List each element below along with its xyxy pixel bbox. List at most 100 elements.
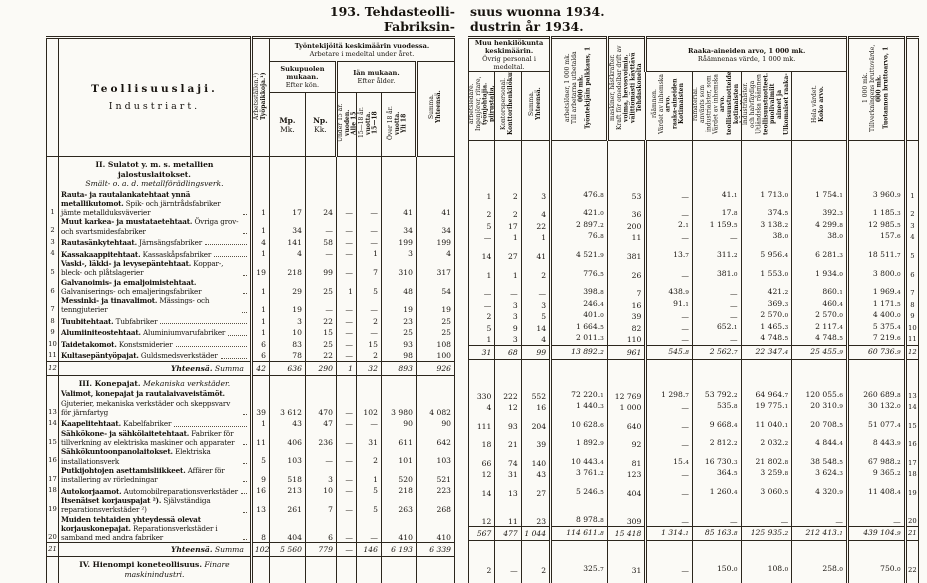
row-label: Rauta- ja rautalankatehtaat ynnä metalli… — [58, 189, 252, 218]
foreign-raw-sv: Utländska råämnen och halvfärdiga indust… — [741, 74, 763, 134]
dot-leader — [242, 274, 247, 276]
left-page: 193. Tehdasteolli- Fabriksin- Teollisuus… — [0, 4, 462, 583]
empty-value: — — [483, 300, 492, 310]
domestic-raw-sv: Värdet av inhemska råämnen. — [651, 74, 665, 134]
cell: 74 — [494, 449, 522, 469]
col-header-total-workers: Yhteensä. Summa. — [414, 61, 455, 157]
row-number: 19 — [903, 479, 919, 499]
cell: 15 418 — [606, 526, 646, 542]
cell: 5 — [249, 447, 270, 466]
cell: 5 560 — [268, 542, 306, 558]
cell: 2 — [355, 349, 382, 362]
table-row: 12 31 43 3 761.2 123 —364.5 3 259.8 3 624.3 9 36… — [469, 468, 919, 480]
cell: — — [791, 498, 848, 527]
table-body-right: 1 2 3 476.8 53—41.1 1 713.0 1 754.1 3 960.9 1 2 2 4… — [468, 140, 919, 583]
row-number: 8 — [903, 298, 919, 311]
cell: 7 219.6 — [846, 333, 906, 346]
total-fi: Yhteensä. — [434, 90, 442, 124]
table-row: —1 1 76.8 11— —38.0 38.0 157.6 4 — [469, 231, 919, 243]
cell: 41 — [380, 189, 417, 218]
other-personnel-fi: Muu henkilökunta keskimäärin. — [474, 39, 544, 55]
cell: 5 — [355, 484, 382, 496]
power-sv: Kraft för omedelbar drift av maskiner, h… — [608, 45, 623, 130]
cell: 2 — [520, 261, 551, 281]
table-row: 4 Kassakaappitehtaat. Kassaskåpsfabriker 1… — [47, 247, 455, 259]
cell: 29 — [268, 277, 306, 297]
cell: — — [740, 498, 792, 527]
empty-value: — — [345, 419, 353, 429]
cell: 3 761.2 — [549, 468, 608, 480]
cell: 750.0 — [846, 564, 906, 576]
cell: 10 — [268, 326, 306, 338]
cell — [606, 359, 646, 374]
cell: 5 — [486, 323, 492, 333]
cell: 779 — [304, 542, 337, 558]
cell: 41 — [415, 189, 455, 218]
cell: 236 — [304, 428, 337, 448]
cell: 22 — [304, 349, 337, 362]
cell: 4 — [520, 201, 551, 220]
row-number: 10 — [48, 339, 57, 348]
cell: 78 — [268, 349, 306, 362]
cell: 21 802.8 — [740, 449, 792, 469]
cell: 3 060.5 — [740, 479, 792, 499]
row-number: 13 — [903, 373, 919, 402]
cell: — — [335, 465, 357, 485]
cell: 17 — [494, 219, 522, 232]
dot-leader — [174, 425, 247, 427]
cell: 102 — [355, 389, 382, 418]
cell: 25 — [304, 277, 337, 297]
group-header-workers: Työntekijöitä keskimäärin vuodessa. Arbe… — [268, 37, 455, 62]
row-label: Alumiiniteostehtaat. Aluminiumvarufabrik… — [58, 326, 252, 338]
cell: 1 664.5 — [549, 321, 608, 334]
cell: 110 — [606, 333, 646, 346]
cell: 7 — [304, 495, 337, 515]
cell: 521 — [415, 465, 455, 485]
cell: — — [644, 321, 693, 334]
cell: 460.4 — [791, 298, 848, 311]
cell: — — [335, 217, 357, 236]
cell: 199 — [415, 235, 455, 248]
empty-value: — — [729, 300, 738, 310]
cell: — — [304, 247, 337, 259]
cell — [791, 359, 848, 374]
cell: 4 748.5 — [791, 333, 848, 346]
age-group-sv: Efter ålder. — [357, 77, 396, 86]
cell: 3 138.2 — [740, 219, 792, 232]
office-sv: Kontorspersonal. — [500, 78, 508, 130]
gross-fi: Tuotannon bruttoarvo, 1 000 mk. — [875, 46, 890, 129]
section-title: IV. Hienompi koneteollisuus. Finare mask… — [58, 556, 252, 581]
cell: 10 — [304, 484, 337, 496]
cell — [268, 375, 306, 390]
cell: 199 — [380, 235, 417, 248]
section-row — [469, 140, 919, 174]
cell: 437.8 — [740, 575, 792, 583]
col-header-gross-value: Tuotannon bruttoarvo, 1 000 mk. Tillverkn… — [846, 37, 906, 141]
row-number: 13 — [48, 407, 57, 416]
cell: 1 754.1 — [791, 173, 848, 202]
empty-value: — — [893, 516, 901, 526]
cell: 520 — [380, 465, 417, 485]
row-number: 3 — [903, 219, 919, 232]
cell — [268, 556, 306, 581]
cell: 5 — [355, 495, 382, 515]
col-header-wages: Työntekijäin palkkaus, 1 000 mk. Till arb… — [549, 37, 608, 141]
cell: 108 — [415, 337, 455, 350]
empty-value: — — [345, 532, 353, 542]
workers-group-fi: Työntekijöitä keskimäärin vuodessa. — [294, 42, 430, 50]
cell: 53 — [606, 173, 646, 202]
cell: 860.1 — [791, 280, 848, 299]
cell — [606, 540, 646, 565]
cell: 310 — [380, 258, 417, 278]
cell: 3 — [268, 314, 306, 327]
summa-label: Yhteensä. Summa — [58, 360, 252, 376]
cell: — — [644, 498, 693, 527]
cell: 537.0 — [691, 575, 742, 583]
cell: 1 000 — [606, 401, 646, 413]
row-label: Putkijohtojen asettamisliikkeet. Affärer… — [58, 465, 252, 485]
cell: 15.4 — [644, 449, 693, 469]
cell: 410 — [380, 514, 417, 543]
cell: 406 — [268, 428, 306, 448]
table-row: 4610310.921—537.0437.8974.81 722.023 — [469, 575, 919, 583]
cell: — — [335, 484, 357, 496]
